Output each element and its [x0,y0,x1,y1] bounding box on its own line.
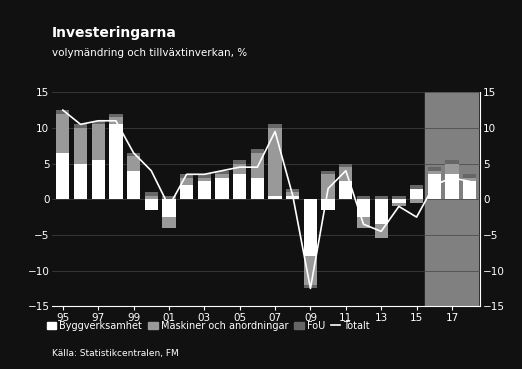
Bar [286,192,300,196]
Bar [445,174,458,199]
Bar [375,199,388,224]
Bar [425,92,479,306]
Bar [127,153,140,156]
Bar [162,196,175,199]
Bar [233,160,246,163]
Bar [251,149,264,153]
Bar [56,110,69,114]
Bar [322,174,335,199]
Bar [304,199,317,256]
Bar [463,174,476,178]
Bar [109,114,123,117]
Bar [251,153,264,178]
Bar [322,199,335,210]
Text: volymändring och tillväxtinverkan, %: volymändring och tillväxtinverkan, % [52,48,247,58]
Bar [216,171,229,174]
Bar [410,189,423,199]
Bar [180,185,193,199]
Bar [304,256,317,285]
Bar [339,167,352,182]
Bar [339,163,352,167]
Bar [91,124,105,160]
Bar [428,171,441,174]
Bar [180,178,193,185]
Bar [410,185,423,189]
Bar [268,196,282,199]
Bar [445,160,458,163]
Bar [91,121,105,124]
Bar [74,128,87,163]
Bar [463,182,476,199]
Bar [145,199,158,210]
Legend: Byggverksamhet, Maskiner och anordningar, FoU, Totalt: Byggverksamhet, Maskiner och anordningar… [46,321,370,331]
Bar [198,178,211,182]
Bar [286,196,300,199]
Bar [162,217,175,228]
Bar [56,114,69,153]
Bar [268,124,282,128]
Bar [233,174,246,199]
Bar [339,182,352,199]
Bar [233,163,246,174]
Bar [127,156,140,171]
Bar [357,217,370,228]
Bar [145,192,158,196]
Bar [74,163,87,199]
Bar [322,171,335,174]
Bar [180,174,193,178]
Bar [375,196,388,199]
Bar [216,178,229,199]
Bar [145,196,158,199]
Bar [410,199,423,203]
Bar [251,178,264,199]
Bar [56,153,69,199]
Bar [392,199,406,203]
Bar [392,203,406,206]
Bar [198,182,211,199]
Text: Källa: Statistikcentralen, FM: Källa: Statistikcentralen, FM [52,349,179,358]
Bar [127,171,140,199]
Bar [428,167,441,171]
Bar [162,199,175,217]
Bar [74,124,87,128]
Bar [428,174,441,199]
Bar [91,160,105,199]
Bar [375,224,388,238]
Bar [357,196,370,199]
Bar [198,174,211,178]
Bar [109,124,123,199]
Bar [268,128,282,196]
Bar [463,178,476,182]
Bar [109,117,123,124]
Bar [445,163,458,174]
Bar [286,189,300,192]
Bar [216,174,229,178]
Bar [357,199,370,217]
Bar [392,196,406,199]
Bar [304,285,317,289]
Text: Investeringarna: Investeringarna [52,26,177,40]
